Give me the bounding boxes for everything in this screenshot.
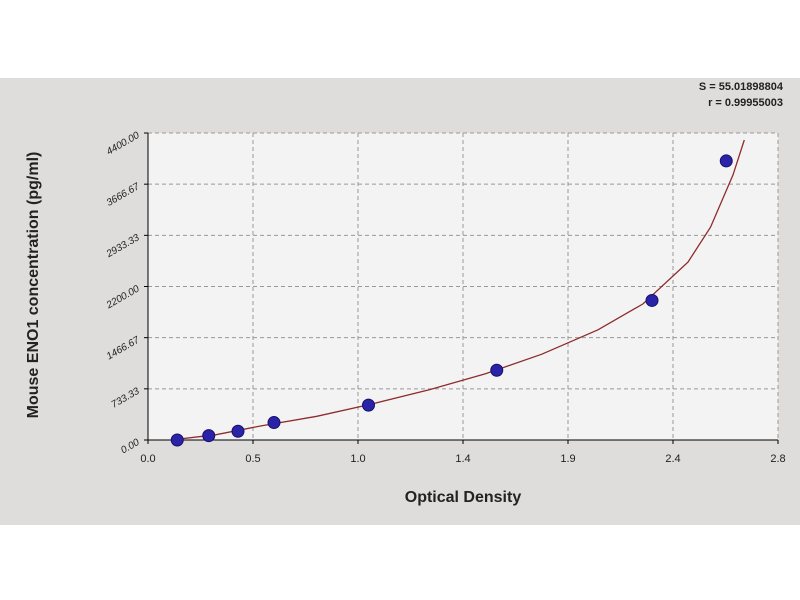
data-point	[362, 398, 375, 412]
data-point	[645, 293, 659, 307]
y-axis-title: Mouse ENO1 concentration (pg/ml)	[25, 152, 42, 419]
x-tick-label: 1.4	[455, 453, 470, 465]
x-tick-label: 1.9	[560, 453, 575, 465]
annotation: S = 55.01898804	[699, 81, 784, 93]
x-tick-label: 0.0	[140, 453, 155, 465]
data-point	[231, 424, 245, 438]
data-point	[267, 416, 281, 430]
x-tick-label: 0.5	[245, 453, 260, 465]
x-tick-label: 2.8	[770, 453, 785, 465]
annotation: r = 0.99955003	[708, 97, 783, 109]
data-point	[719, 154, 733, 168]
x-tick-label: 2.4	[665, 453, 680, 465]
data-point	[170, 433, 184, 447]
x-axis-title: Optical Density	[405, 489, 522, 506]
x-tick-label: 1.0	[350, 453, 365, 465]
data-point	[202, 429, 216, 443]
data-point	[490, 363, 504, 377]
